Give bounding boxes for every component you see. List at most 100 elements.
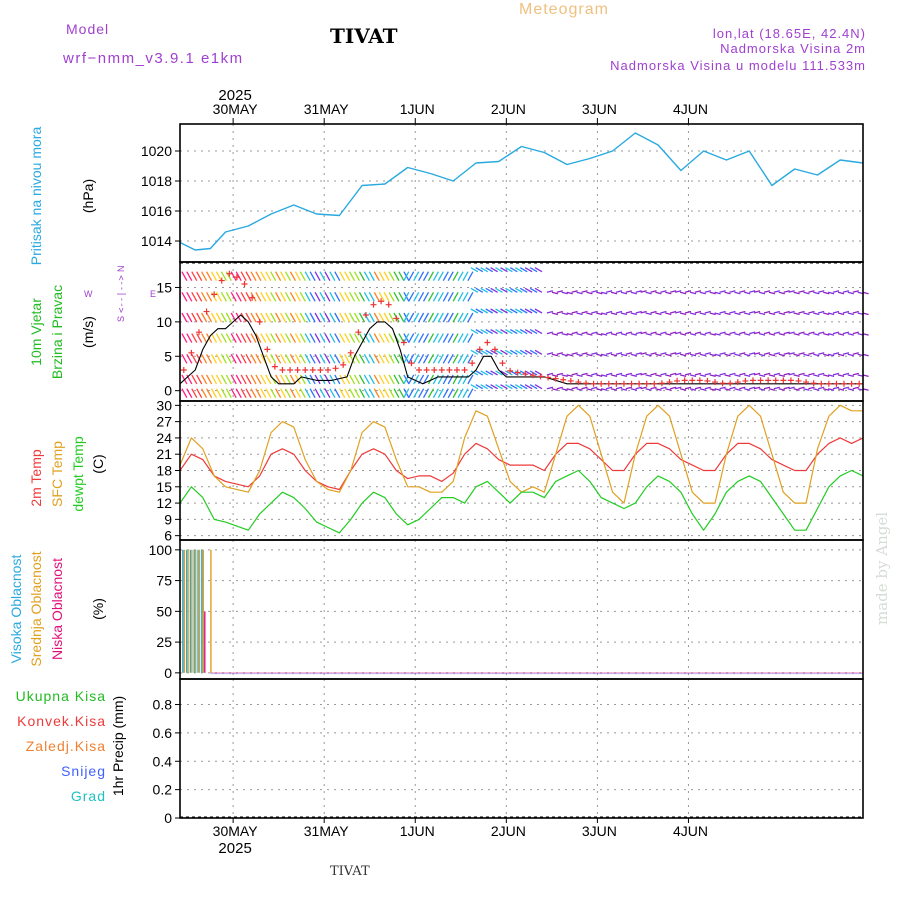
wind-barb [235,388,242,399]
wind-barb [215,333,222,343]
wind-barb [462,271,469,282]
wind-barb [798,331,805,335]
wind-barb [393,291,400,302]
wind-barb [344,333,351,343]
low-cloud-ylabel: Niska Oblacnost [49,558,65,660]
wind-barb [324,312,331,323]
wind-barb [556,386,563,390]
wind-barb [763,352,771,355]
wind-barb [275,333,282,343]
gust-mark [287,367,294,374]
wind-barb [581,372,588,376]
wind-barb [773,352,780,355]
wind-barb [235,374,242,385]
wind-barb [832,290,840,293]
wind-barb [383,374,390,385]
wind-barb [206,388,213,399]
wind-barb [749,372,756,376]
wind-barb [788,352,795,355]
wind-barb [220,388,227,399]
pressure-unit-label: (hPa) [80,179,96,213]
wind-barb [675,352,682,355]
wind-barb [495,329,503,335]
wind-barb [803,388,810,391]
wind-barb [660,310,667,314]
gust-mark [803,379,810,386]
wind-barb [358,388,366,399]
wind-barb [591,372,598,376]
wind-barb [240,291,247,302]
wind-barb [309,388,316,399]
wind-barb [818,310,825,314]
wind-barb [551,374,559,378]
wind-barb [427,291,435,302]
wind-barb [480,349,489,355]
wind-barb [452,333,459,343]
wind-barb [505,267,513,273]
wind-barb [462,312,469,323]
wind-barb [373,374,380,385]
wind-barb [758,388,766,391]
wind-barb [467,374,474,385]
wind-barb [605,386,613,390]
wind-barb [744,353,751,357]
wind-barb [601,374,608,378]
wind-barb [442,333,449,343]
wind-barb [480,370,489,376]
wind-barb [334,312,341,323]
gust-mark [203,308,210,315]
gust-mark [180,367,187,374]
wind-barb [753,386,761,390]
wind-barb [596,291,603,295]
wind-barb [388,353,395,364]
wind-barb [842,386,850,390]
wind-barb [447,374,454,385]
wind-barb [280,374,287,385]
wind-barb [349,271,356,282]
gust-mark [226,270,233,277]
wind-barb [694,310,702,314]
gust-mark [309,367,316,374]
wind-barb [546,290,554,293]
wind-barb [452,353,459,364]
gust-mark [347,349,354,356]
wind-barb [363,291,370,302]
wind-barb [645,291,652,295]
wind-barb [505,349,513,355]
wind-barb [768,332,776,336]
wind-barb [596,332,603,336]
wind-barb [250,374,257,385]
wind-barb [422,333,430,343]
gust-mark [598,380,605,387]
wind-barb [260,271,267,282]
wind-barb [319,271,326,282]
wind-barb [452,312,459,323]
gust-mark [514,369,521,376]
wind-barb [808,386,815,390]
wind-barb [793,332,800,336]
wind-barb [393,353,400,364]
wind-barb [186,271,193,282]
wind-barb [561,353,568,357]
precip-legend-item: Ukupna Kisa [16,688,106,704]
wind-barb [808,331,815,335]
wind-barb [349,374,356,385]
bottom-axis-date-label: 31MAY [304,823,350,839]
gust-mark [620,380,627,387]
wind-barb [724,388,731,391]
wind-barb [334,271,341,282]
watermark: made by Angel [873,512,891,625]
wind-barb [605,290,613,293]
wind-barb [432,374,439,385]
wind-barb [447,271,454,282]
wind-barb [334,388,341,399]
wind-barb [378,353,385,364]
wind-barb [591,352,598,355]
gust-mark [340,361,347,368]
gust-mark [385,301,392,308]
wind-barb [349,388,356,399]
wind-barb [852,290,859,293]
wind-barb [670,290,677,293]
temperature-ytick-label: 15 [156,479,172,495]
compass-west: W [84,289,93,299]
